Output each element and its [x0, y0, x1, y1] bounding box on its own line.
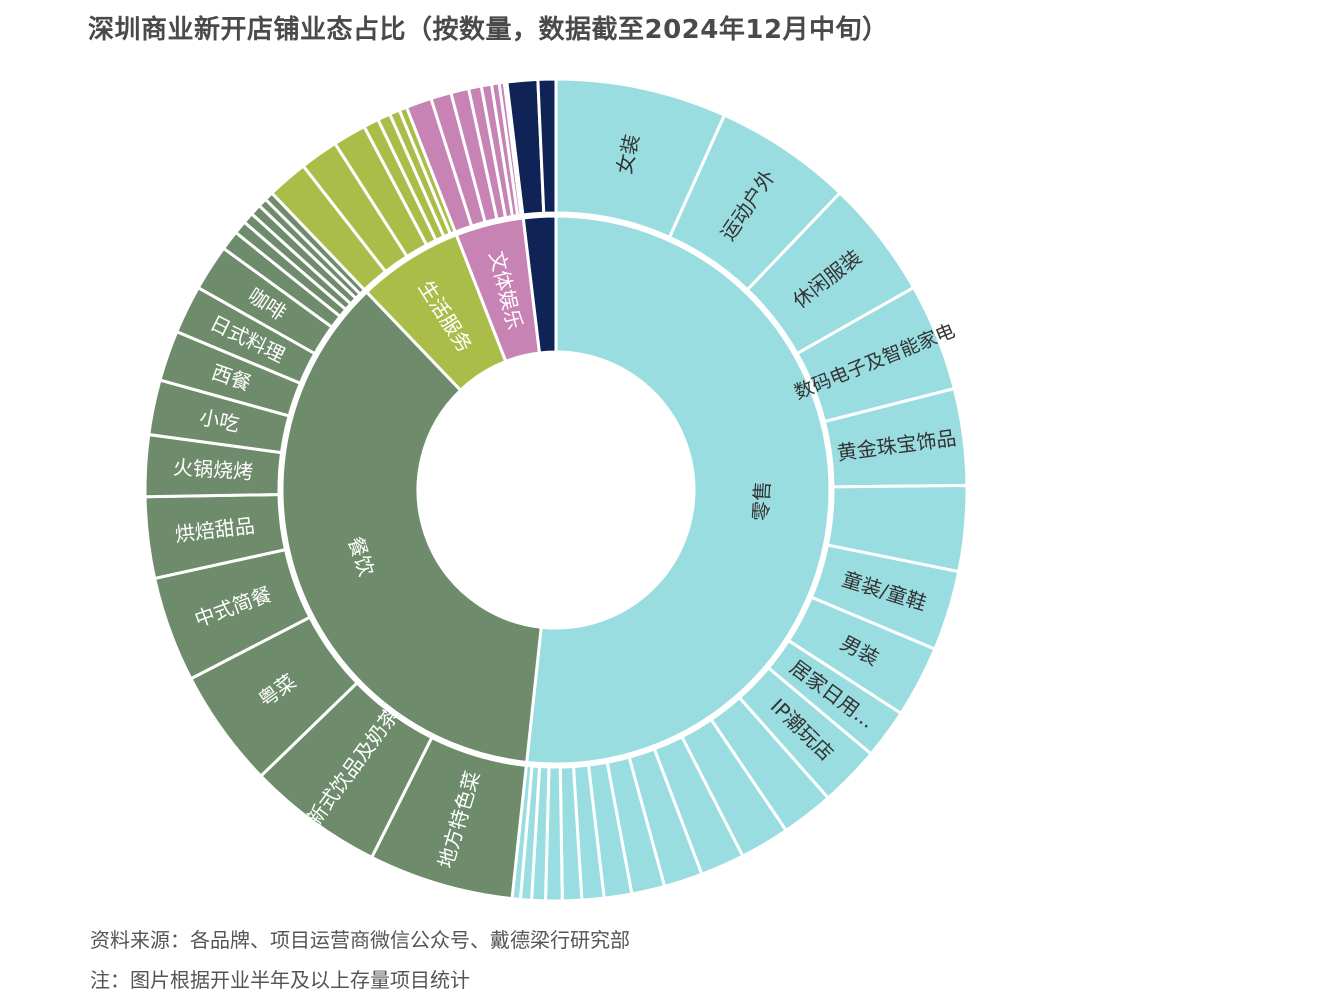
subcategory-label-火锅烧烤: 火锅烧烤 — [172, 455, 253, 484]
category-slice-cat-4[interactable] — [521, 214, 558, 355]
category-slice-餐饮[interactable] — [280, 289, 543, 765]
chart-title: 深圳商业新开店铺业态占比（按数量，数据截至2024年12月中旬） — [88, 15, 889, 45]
category-slice-零售[interactable] — [525, 214, 832, 766]
inner-ring — [280, 214, 832, 766]
category-label-零售: 零售 — [749, 480, 775, 521]
subcategory-slice-cat-4-item-1[interactable] — [536, 77, 558, 215]
source-note: 资料来源：各品牌、项目运营商微信公众号、戴德梁行研究部 — [90, 928, 630, 952]
outer-ring — [143, 77, 969, 903]
footnote: 注：图片根据开业半年及以上存量项目统计 — [90, 968, 470, 992]
